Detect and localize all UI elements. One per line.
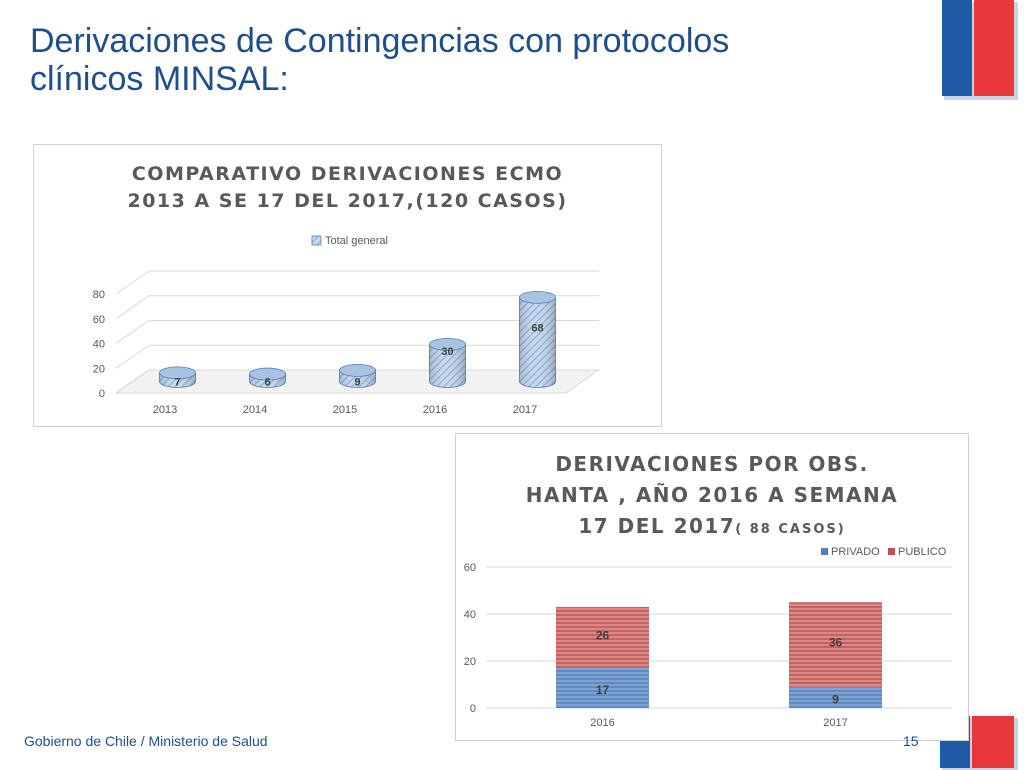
hanta-legend-label: PUBLICO [898, 546, 947, 558]
ecmo-x-tick-label: 2015 [333, 404, 357, 416]
hanta-bar-segment [789, 602, 882, 687]
ecmo-y-tick-label: 60 [93, 314, 105, 326]
ecmo-data-label: 9 [354, 377, 360, 389]
ecmo-gridline-side [115, 295, 150, 320]
hanta-data-label: 36 [829, 636, 843, 650]
ecmo-gridline-side [115, 270, 150, 295]
ecmo-y-tick-label: 80 [93, 289, 105, 301]
ecmo-bar [159, 366, 196, 388]
hanta-chart-plot: PRIVADO PUBLICO 0 20 40 60 17 26 2016 9 36 2017 [464, 546, 952, 729]
hanta-title-line-3: 17 DEL 2017( 88 CASOS) [456, 511, 968, 545]
ecmo-bar [249, 367, 286, 388]
ecmo-bar-shade [429, 344, 466, 388]
ecmo-title-line-1: COMPARATIVO DERIVACIONES ECMO [131, 163, 564, 185]
hanta-y-tick-label: 20 [464, 656, 476, 668]
ecmo-x-tick-label: 2017 [513, 404, 537, 416]
ecmo-bar-top [339, 363, 376, 377]
ecmo-bar-top [249, 367, 286, 381]
ecmo-y-tick-label: 20 [93, 363, 105, 375]
hanta-y-tick-label: 0 [470, 703, 476, 715]
ecmo-legend-swatch [311, 235, 322, 246]
ecmo-bar-top [519, 290, 556, 304]
ecmo-bar [429, 337, 466, 388]
title-line-1: Derivaciones de Contingencias con protoc… [30, 22, 730, 60]
hanta-chart-title: DERIVACIONES POR OBS. HANTA , AÑO 2016 A… [456, 449, 968, 545]
hanta-legend-swatch [888, 548, 895, 555]
title-line-2: clínicos MINSAL: [30, 60, 289, 98]
hanta-bar-segment [789, 686, 882, 708]
hanta-bar-segment [556, 668, 649, 708]
ecmo-legend-label: Total general [325, 235, 388, 247]
ecmo-gridline-side [115, 320, 150, 344]
ecmo-x-tick-label: 2014 [243, 404, 267, 416]
hanta-bar-segment [556, 606, 649, 669]
hanta-data-label: 26 [596, 629, 610, 643]
ecmo-gridline-side [115, 344, 150, 369]
hanta-title-line-2: HANTA , AÑO 2016 A SEMANA [525, 483, 899, 507]
hanta-x-tick-label: 2016 [590, 717, 614, 729]
footer-text: Gobierno de Chile / Ministerio de Salud [24, 733, 268, 749]
ecmo-bar [339, 363, 376, 388]
page-title: Derivaciones de Contingencias con protoc… [30, 22, 910, 98]
ecmo-title-line-2: 2013 A SE 17 DEL 2017,(120 CASOS) [127, 190, 568, 212]
ecmo-gridline-side [115, 369, 150, 394]
ecmo-data-label: 68 [531, 322, 543, 334]
hanta-legend-label: PRIVADO [831, 546, 880, 558]
ecmo-data-label: 30 [441, 346, 453, 358]
hanta-title-suffix: ( 88 CASOS) [735, 522, 846, 537]
hanta-title-line-1: DERIVACIONES POR OBS. [555, 452, 869, 476]
ecmo-bar-top [429, 337, 466, 351]
hanta-data-label: 9 [832, 692, 839, 706]
ecmo-bar-top [159, 366, 196, 380]
page-number: 15 [903, 733, 919, 749]
ecmo-y-tick-label: 0 [99, 388, 105, 400]
ecmo-x-tick-label: 2016 [423, 404, 447, 416]
ecmo-data-label: 6 [264, 377, 270, 389]
hanta-data-label: 17 [596, 683, 610, 697]
hanta-chart: DERIVACIONES POR OBS. HANTA , AÑO 2016 A… [455, 433, 969, 741]
hanta-y-tick-label: 60 [464, 562, 476, 574]
flag-decoration-top [942, 0, 1018, 100]
ecmo-bar-shade [519, 297, 556, 388]
hanta-y-tick-label: 40 [464, 609, 476, 621]
ecmo-chart-plot: Total general 0 20 40 60 80 7 2013 6 2014 9 2015 30 2… [93, 235, 601, 416]
hanta-title-line-3-main: 17 DEL 2017 [578, 514, 736, 538]
ecmo-x-tick-label: 2013 [153, 404, 177, 416]
ecmo-chart: COMPARATIVO DERIVACIONES ECMO 2013 A SE … [33, 144, 662, 427]
hanta-x-tick-label: 2017 [823, 717, 847, 729]
ecmo-data-label: 7 [174, 377, 180, 389]
ecmo-chart-title: COMPARATIVO DERIVACIONES ECMO 2013 A SE … [34, 161, 661, 215]
hanta-legend-swatch [821, 548, 828, 555]
ecmo-y-tick-label: 40 [93, 339, 105, 351]
ecmo-bar [519, 290, 556, 388]
